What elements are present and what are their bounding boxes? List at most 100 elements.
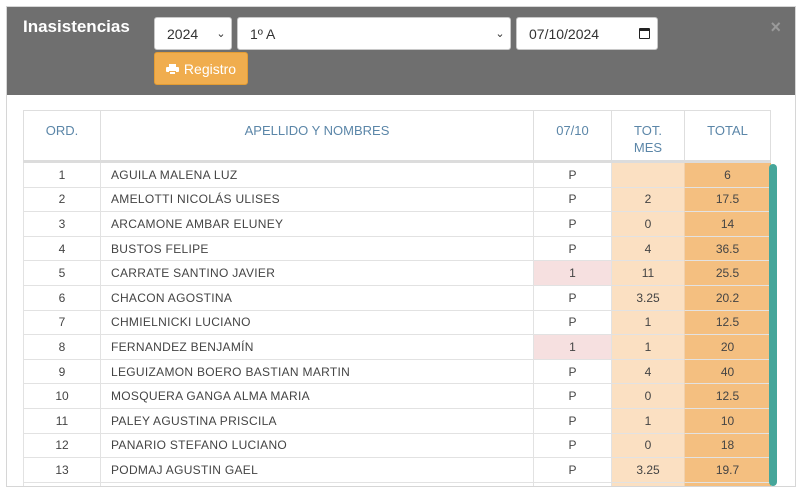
day-cell[interactable]: P: [534, 408, 612, 434]
table-row: 2 AMELOTTI NICOLÁS ULISES P 2 17.5: [23, 187, 771, 213]
registro-button[interactable]: Registro: [154, 52, 248, 85]
day-cell[interactable]: P: [534, 433, 612, 459]
tot-mes-cell: [612, 163, 685, 188]
name-cell: FERNANDEZ BENJAMÍN: [101, 335, 534, 360]
table-row: 9 LEGUIZAMON BOERO BASTIAN MARTIN P 4 40: [23, 359, 771, 385]
table-row: 7 CHMIELNICKI LUCIANO P 1 12.5: [23, 310, 771, 336]
date-input[interactable]: 07/10/2024: [516, 17, 658, 50]
ord-cell: [23, 482, 101, 486]
modal-header: Inasistencias × 2024 ⌄ 1º A ⌄ 07/10/2024…: [7, 7, 795, 95]
day-cell[interactable]: P: [534, 212, 612, 237]
total-cell: 14: [685, 212, 771, 237]
course-select-value: 1º A: [250, 25, 276, 42]
table-row: 4 BUSTOS FELIPE P 4 36.5: [23, 236, 771, 262]
tot-mes-cell: [612, 482, 685, 486]
table-row: 10 MOSQUERA GANGA ALMA MARIA P 0 12.5: [23, 384, 771, 409]
header-name[interactable]: APELLIDO Y NOMBRES: [101, 110, 534, 160]
total-cell: 12.5: [685, 384, 771, 409]
ord-cell: 5: [23, 261, 101, 286]
day-cell[interactable]: [534, 482, 612, 486]
tot-mes-cell: 1: [612, 310, 685, 336]
name-cell: CHACON AGOSTINA: [101, 285, 534, 311]
header-ord[interactable]: ORD.: [23, 110, 101, 160]
tot-mes-cell: 3.25: [612, 285, 685, 311]
total-cell: 20.2: [685, 285, 771, 311]
tot-mes-cell: 1: [612, 335, 685, 360]
day-cell[interactable]: 1: [534, 335, 612, 360]
tot-mes-cell: 2: [612, 187, 685, 213]
name-cell: PODMAJ AGUSTIN GAEL: [101, 458, 534, 483]
table-body: 1 AGUILA MALENA LUZ P 6 2 AMELOTTI NICOLÁS UL…: [23, 163, 771, 486]
day-cell[interactable]: P: [534, 359, 612, 385]
total-cell: 40: [685, 359, 771, 385]
header-day[interactable]: 07/10: [534, 110, 612, 160]
name-cell: PANARIO STEFANO LUCIANO: [101, 433, 534, 459]
day-cell[interactable]: P: [534, 163, 612, 188]
day-cell[interactable]: P: [534, 310, 612, 336]
tot-mes-cell: 3.25: [612, 458, 685, 483]
name-cell: PALEY AGUSTINA PRISCILA: [101, 408, 534, 434]
name-cell: LEGUIZAMON BOERO BASTIAN MARTIN: [101, 359, 534, 385]
name-cell: ARCAMONE AMBAR ELUNEY: [101, 212, 534, 237]
chevron-down-icon: ⌄: [495, 28, 505, 40]
ord-cell: 3: [23, 212, 101, 237]
day-cell[interactable]: P: [534, 458, 612, 483]
name-cell: CARRATE SANTINO JAVIER: [101, 261, 534, 286]
day-cell[interactable]: 1: [534, 261, 612, 286]
table-row: 5 CARRATE SANTINO JAVIER 1 11 25.5: [23, 261, 771, 286]
ord-cell: 7: [23, 310, 101, 336]
day-cell[interactable]: P: [534, 236, 612, 262]
name-cell: AMELOTTI NICOLÁS ULISES: [101, 187, 534, 213]
header-total[interactable]: TOTAL: [685, 110, 771, 160]
table-row: 13 PODMAJ AGUSTIN GAEL P 3.25 19.7: [23, 458, 771, 483]
year-select[interactable]: 2024 ⌄: [154, 17, 232, 50]
modal-title: Inasistencias: [23, 17, 130, 36]
tot-mes-cell: 1: [612, 408, 685, 434]
ord-cell: 11: [23, 408, 101, 434]
printer-icon: [165, 63, 179, 75]
total-cell: 6: [685, 163, 771, 188]
tot-mes-cell: 4: [612, 359, 685, 385]
total-cell: 17.5: [685, 187, 771, 213]
table-row: 12 PANARIO STEFANO LUCIANO P 0 18: [23, 433, 771, 459]
name-cell: [101, 482, 534, 486]
year-select-value: 2024: [167, 25, 199, 42]
date-input-value: 07/10/2024: [529, 25, 600, 42]
day-cell[interactable]: P: [534, 187, 612, 213]
ord-cell: 13: [23, 458, 101, 483]
calendar-icon[interactable]: [631, 26, 657, 42]
day-cell[interactable]: P: [534, 384, 612, 409]
ord-cell: 10: [23, 384, 101, 409]
header-tot-mes[interactable]: TOT. MES: [612, 110, 685, 160]
ord-cell: 9: [23, 359, 101, 385]
inasistencias-modal: Inasistencias × 2024 ⌄ 1º A ⌄ 07/10/2024…: [6, 6, 796, 487]
total-cell: 19.7: [685, 458, 771, 483]
scrollbar-thumb[interactable]: [769, 164, 777, 486]
total-cell: 10: [685, 408, 771, 434]
total-cell: 12.5: [685, 310, 771, 336]
ord-cell: 12: [23, 433, 101, 459]
total-cell: 25.5: [685, 261, 771, 286]
name-cell: CHMIELNICKI LUCIANO: [101, 310, 534, 336]
total-cell: [685, 482, 771, 486]
day-cell[interactable]: P: [534, 285, 612, 311]
name-cell: AGUILA MALENA LUZ: [101, 163, 534, 188]
course-select[interactable]: 1º A ⌄: [237, 17, 511, 50]
name-cell: MOSQUERA GANGA ALMA MARIA: [101, 384, 534, 409]
scrollbar[interactable]: [769, 164, 777, 486]
table-header: ORD. APELLIDO Y NOMBRES 07/10 TOT. MES T…: [23, 110, 771, 163]
close-icon[interactable]: ×: [770, 17, 781, 37]
chevron-down-icon: ⌄: [216, 28, 226, 40]
registro-button-label: Registro: [183, 60, 237, 77]
table-row: 8 FERNANDEZ BENJAMÍN 1 1 20: [23, 335, 771, 360]
ord-cell: 8: [23, 335, 101, 360]
attendance-table: ORD. APELLIDO Y NOMBRES 07/10 TOT. MES T…: [23, 110, 771, 486]
tot-mes-cell: 0: [612, 212, 685, 237]
ord-cell: 6: [23, 285, 101, 311]
table-row: 1 AGUILA MALENA LUZ P 6: [23, 163, 771, 188]
ord-cell: 4: [23, 236, 101, 262]
table-row: 11 PALEY AGUSTINA PRISCILA P 1 10: [23, 408, 771, 434]
total-cell: 18: [685, 433, 771, 459]
tot-mes-cell: 0: [612, 433, 685, 459]
total-cell: 36.5: [685, 236, 771, 262]
